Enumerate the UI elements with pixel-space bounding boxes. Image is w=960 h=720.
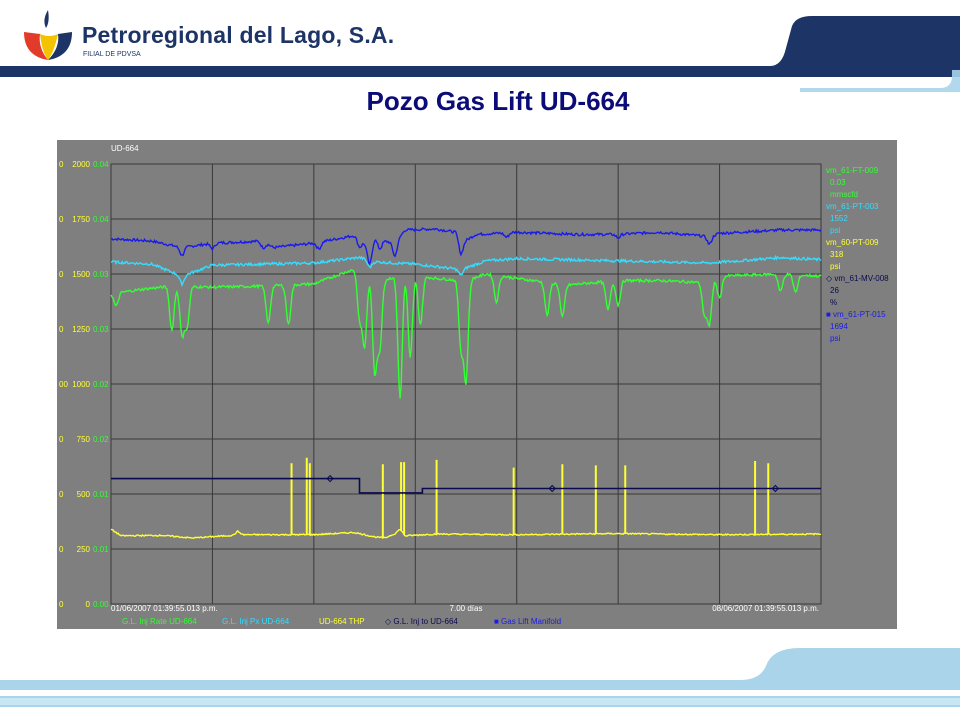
panel-tag: vm_61-PT-003 [826,202,879,211]
company-subtitle: FILIAL DE PDVSA [83,51,141,58]
y-tick-label-primary: 250 [77,545,91,554]
y-tick-label-edge: 0 [59,545,64,554]
legend: G.L. Inj Rate UD-664 G.L. Inj Px UD-664 UD… [122,617,561,626]
x-start-label: 01/06/2007 01:39:55.013 p.m. [111,604,218,613]
panel-unit: psi [830,262,840,271]
y-tick-label-edge: 0 [59,160,64,169]
y-tick-label-secondary: 0.04 [93,160,109,169]
slide-title: Pozo Gas Lift UD-664 [366,86,630,116]
x-end-label: 08/06/2007 01:39:55.013 p.m. [712,604,819,613]
y-tick-label-primary: 0 [86,600,91,609]
series [110,227,822,540]
footer-white-bottom [0,707,960,720]
y-tick-label-edge: 0 [59,325,64,334]
y-tick-label-secondary: 0.01 [93,545,109,554]
header-tab-shape [720,16,960,77]
header-navy-stripe [0,66,960,77]
panel-unit: % [830,298,837,307]
y-tick-label-secondary: 0.00 [93,600,109,609]
panel-value: 26 [830,286,839,295]
series-line [110,227,822,266]
series-line [111,477,821,494]
company-logo [18,8,78,64]
panel-tag: vm_61-FT-009 [826,166,879,175]
series-line [110,269,822,399]
footer-white-stripe [0,690,960,696]
panel-value: 0.03 [830,178,846,187]
legend-entry: ■ Gas Lift Manifold [494,617,561,626]
panel-value: 318 [830,250,844,259]
panel-unit: mmscfd [830,190,858,199]
grid [111,164,821,604]
legend-entry: G.L. Inj Px UD-664 [222,617,290,626]
y-tick-label-secondary: 0.03 [93,325,109,334]
company-name: Petroregional del Lago, S.A. [82,22,395,48]
y-tick-label-primary: 750 [77,435,91,444]
x-span-label: 7.00 días [450,604,483,613]
trend-chart-panel: 0 0 0.00 0 250 0.01 0 500 0.01 0 750 0.02 00 1000 0.02… [57,140,897,629]
y-tick-label-edge: 0 [59,435,64,444]
y-tick-label-primary: 2000 [72,160,90,169]
panel-value: 1694 [830,322,848,331]
series-marker [771,484,780,493]
series-line [110,254,822,288]
y-tick-label-primary: 1250 [72,325,90,334]
y-tick-label-edge: 0 [59,600,64,609]
tag-value-panel: vm_61-FT-009 0.03 mmscfd vm_61-PT-003 1552 ps… [826,166,889,343]
y-tick-label-edge: 00 [59,380,68,389]
panel-unit: psi [830,334,840,343]
y-tick-label-primary: 1500 [72,270,90,279]
legend-entry: UD-664 THP [319,617,365,626]
legend-entry: ◇ G.L. Inj to UD-664 [385,617,458,626]
series-marker [548,484,556,493]
chart-title: UD-664 [111,144,139,153]
footer-light-stripe [0,698,960,705]
series-line [110,528,822,540]
y-tick-label-secondary: 0.02 [93,435,109,444]
y-tick-label-secondary: 0.03 [93,270,109,279]
y-tick-label-edge: 0 [59,490,64,499]
y-tick-label-primary: 1000 [72,380,90,389]
panel-value: 1552 [830,214,848,223]
y-tick-label-edge: 0 [59,215,64,224]
y-tick-label-secondary: 0.04 [93,215,109,224]
y-tick-label-secondary: 0.02 [93,380,109,389]
y-tick-label-primary: 500 [77,490,91,499]
legend-entry: G.L. Inj Rate UD-664 [122,617,197,626]
panel-tag: ◇ vm_61-MV-008 [826,274,889,283]
panel-tag: vm_60-PT-009 [826,238,879,247]
series-marker [326,474,334,483]
header-light-tab [800,70,960,92]
footer-band [0,648,960,720]
y-tick-label-primary: 1750 [72,215,90,224]
y-tick-label-edge: 0 [59,270,64,279]
y-tick-label-secondary: 0.01 [93,490,109,499]
panel-tag: ■ vm_61-PT-015 [826,310,886,319]
panel-unit: psi [830,226,840,235]
header-band [0,16,960,92]
